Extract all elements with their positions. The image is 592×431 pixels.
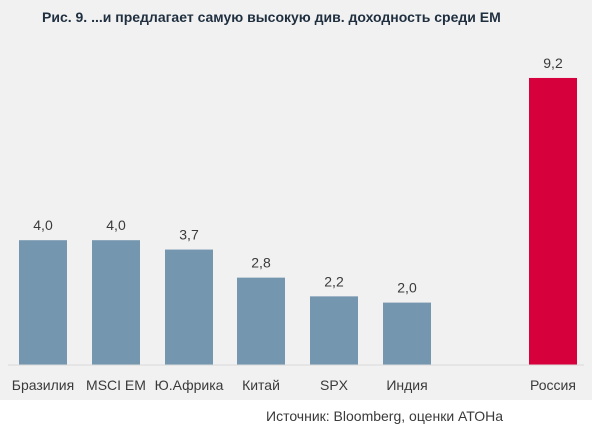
bar-4: [237, 277, 285, 365]
bar-value-label: 2,0: [397, 280, 417, 296]
bar-6: [383, 302, 431, 365]
category-label: Россия: [530, 377, 576, 393]
chart-background-panel: [0, 0, 592, 400]
bar-1: [19, 240, 67, 365]
bar-5: [310, 296, 358, 365]
category-label: Индия: [386, 377, 427, 393]
bar-7: [529, 77, 577, 366]
source-note: Источник: Bloomberg, оценки АТОНа: [266, 408, 503, 424]
bar-value-label: 3,7: [179, 227, 199, 243]
bar-2: [92, 240, 140, 365]
category-label: Ю.Африка: [155, 377, 224, 393]
bar-value-label: 4,0: [106, 217, 126, 233]
bars-layer: [19, 77, 577, 366]
category-label: Бразилия: [12, 377, 74, 393]
bar-value-label: 9,2: [543, 55, 563, 71]
bar-value-label: 2,2: [324, 273, 344, 289]
bar-value-label: 4,0: [33, 217, 53, 233]
labels-layer: 4,0 Бразилия 4,0 MSCI EM 3,7 Ю.Африка 2,8 Китай…: [12, 55, 576, 393]
bar-3: [165, 249, 213, 365]
category-label: MSCI EM: [86, 377, 146, 393]
bar-value-label: 2,8: [251, 255, 271, 271]
category-label: SPX: [320, 377, 349, 393]
chart-title: Рис. 9. ...и предлагает самую высокую ди…: [42, 9, 501, 25]
category-label: Китай: [242, 377, 280, 393]
